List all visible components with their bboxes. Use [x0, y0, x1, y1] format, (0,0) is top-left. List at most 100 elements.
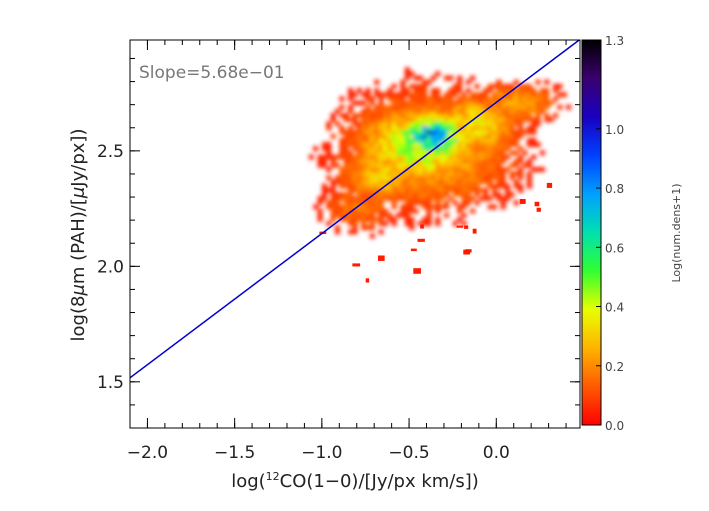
density-cell: [448, 88, 454, 93]
density-cell: [448, 167, 454, 172]
density-cell: [365, 125, 371, 131]
density-cell: [500, 113, 506, 118]
density-cell: [461, 154, 467, 160]
density-cell: [404, 67, 410, 73]
density-cell: [452, 162, 458, 168]
density-cell: [487, 175, 493, 181]
density-cell: [382, 167, 389, 172]
density-cell: [387, 183, 393, 189]
density-cell: [317, 212, 323, 218]
density-cell: [361, 125, 367, 131]
density-cell: [409, 167, 415, 172]
density-cell: [444, 142, 450, 148]
density-cell: [352, 100, 358, 106]
density-cell: [422, 125, 428, 131]
density-cell: [513, 108, 519, 114]
density-cell: [435, 167, 441, 172]
density-cell: [343, 162, 349, 168]
density-cell: [391, 129, 397, 135]
density-cell: [505, 187, 511, 193]
density-cell: [491, 121, 498, 127]
density-cell: [518, 154, 524, 160]
density-cell: [361, 137, 367, 143]
density-cell: [348, 171, 354, 177]
density-cell: [404, 175, 410, 181]
density-cell: [426, 179, 432, 185]
density-cell: [531, 88, 537, 93]
density-cell: [422, 204, 428, 210]
density-cell: [369, 162, 375, 168]
density-cell: [365, 137, 371, 143]
density-cell: [491, 150, 498, 156]
density-cell: [544, 92, 550, 98]
density-cell: [361, 108, 367, 114]
density-cell: [343, 154, 349, 160]
density-cell: [409, 83, 415, 89]
density-cell: [348, 187, 354, 193]
density-cell: [487, 121, 493, 127]
density-cell: [478, 146, 484, 152]
density-cell: [417, 137, 423, 143]
density-cell: [457, 100, 463, 106]
density-cell: [356, 162, 362, 168]
density-cell: [356, 171, 362, 177]
density-cell: [531, 129, 537, 135]
density-cell: [444, 175, 450, 181]
density-cell: [461, 121, 467, 127]
density-cell: [526, 96, 532, 102]
density-cell: [339, 192, 345, 197]
density-cell: [378, 133, 384, 139]
density-cell: [404, 104, 410, 110]
density-cell: [444, 200, 450, 206]
density-cell: [369, 133, 375, 139]
density-cell: [343, 113, 349, 118]
density-cell: [356, 212, 362, 218]
density-cell: [422, 142, 428, 148]
density-cell: [496, 121, 502, 127]
density-cell: [348, 229, 354, 235]
density-cell: [374, 162, 380, 168]
density-cell: [400, 162, 406, 168]
density-cell: [426, 221, 432, 227]
density-cell: [448, 125, 454, 131]
density-cell: [535, 96, 541, 102]
density-cell: [435, 196, 441, 202]
density-cell: [539, 167, 546, 172]
density-cell: [483, 104, 489, 110]
density-cell: [396, 162, 402, 168]
density-cell: [361, 129, 367, 135]
density-cell: [409, 125, 415, 131]
density-cell: [448, 196, 454, 202]
density-cell: [396, 121, 402, 127]
density-cell: [465, 88, 471, 93]
density-cell: [352, 221, 358, 227]
density-cell: [531, 96, 537, 102]
density-cell: [483, 179, 489, 185]
density-cell: [374, 183, 380, 189]
density-cell: [352, 229, 358, 235]
density-cell: [531, 137, 537, 143]
density-cell: [470, 129, 476, 135]
density-cell: [496, 183, 502, 189]
density-cell: [334, 162, 341, 168]
density-cell: [413, 154, 419, 160]
density-cell: [369, 100, 375, 106]
density-cell: [487, 146, 493, 152]
density-cell: [417, 104, 423, 110]
density-cell: [435, 88, 441, 93]
density-cell: [430, 175, 437, 181]
density-cell: [474, 179, 480, 185]
density-cell: [470, 104, 476, 110]
density-cell: [361, 117, 367, 123]
density-cell: [391, 113, 397, 118]
x-tick-label: −2.0: [127, 443, 168, 463]
density-cell: [409, 200, 415, 206]
density-cell: [470, 108, 476, 114]
density-cell: [361, 225, 367, 231]
density-cell: [365, 171, 371, 177]
density-cell: [465, 117, 471, 123]
y-tick-label: 1.5: [97, 373, 124, 393]
density-cell: [409, 208, 415, 214]
density-cell: [465, 187, 471, 193]
density-cell: [387, 113, 393, 118]
